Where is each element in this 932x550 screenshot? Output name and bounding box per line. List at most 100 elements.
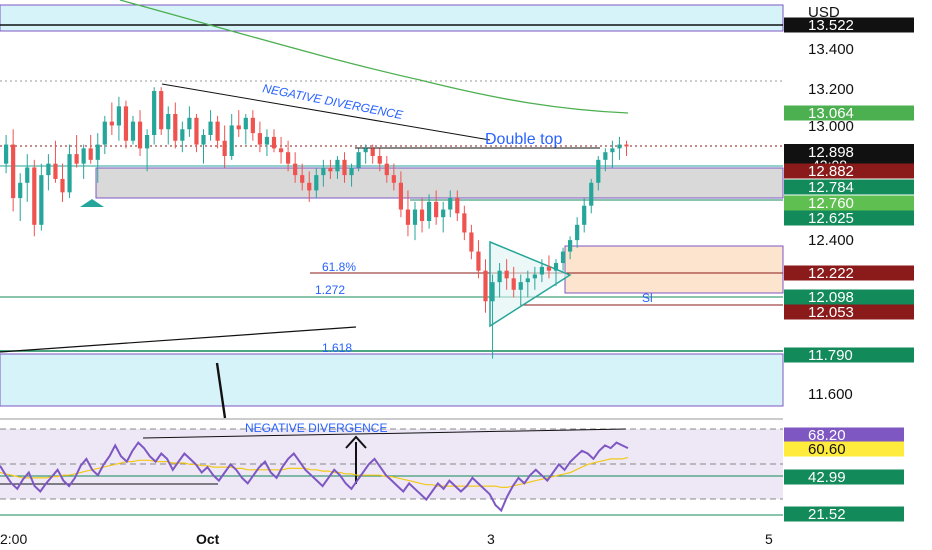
- price-tag-label: 12.098: [808, 289, 854, 306]
- candle-body: [455, 198, 460, 214]
- candle: [116, 96, 121, 141]
- candle-body: [568, 240, 573, 252]
- candle: [490, 274, 495, 359]
- candle-body: [130, 121, 136, 141]
- time-tick-3: 3: [487, 531, 495, 547]
- neg-div-label-price: NEGATIVE DIVERGENCE: [261, 81, 405, 122]
- candle: [286, 140, 291, 172]
- candle-body: [553, 263, 559, 271]
- candle-body: [166, 113, 171, 130]
- price-tag: 12.882: [784, 163, 914, 180]
- candle: [222, 125, 227, 168]
- candle: [152, 87, 157, 145]
- rsi-tag: 68.20: [784, 427, 904, 444]
- rsi-pane: NEGATIVE DIVERGENCE: [0, 421, 783, 516]
- candle: [173, 102, 178, 149]
- candle: [307, 171, 312, 202]
- candle-body: [469, 232, 474, 252]
- candle-body: [596, 159, 601, 183]
- candle-body: [81, 148, 86, 164]
- candle: [589, 178, 594, 214]
- candle-body: [293, 163, 298, 176]
- price-tag-bg: [784, 17, 914, 33]
- price-tag-bg: [784, 179, 914, 195]
- price-tag: 12.098: [784, 289, 914, 306]
- price-tag-label: 11.790: [808, 347, 853, 364]
- candle: [236, 110, 241, 137]
- candle-body: [349, 167, 354, 176]
- price-tag: 12.222: [784, 265, 914, 282]
- rsi-tag-bg: [784, 441, 904, 457]
- rsi-tag: 21.52: [784, 506, 904, 523]
- candle: [67, 144, 72, 199]
- candle-body: [412, 209, 418, 225]
- time-tick-1: 2:00: [0, 531, 27, 547]
- candle-body: [405, 209, 411, 225]
- price-tag-bg: [784, 163, 914, 179]
- candle: [370, 144, 375, 164]
- candle: [123, 100, 129, 149]
- candle: [180, 121, 185, 153]
- candle-body: [215, 121, 220, 141]
- candle-body: [582, 205, 587, 225]
- candle-body: [391, 175, 396, 183]
- candle-body: [441, 209, 446, 218]
- candle-body: [187, 117, 192, 130]
- candle: [243, 113, 248, 145]
- candle: [349, 163, 354, 187]
- candle: [208, 110, 213, 141]
- candle-body: [603, 152, 608, 160]
- candle-body: [116, 106, 121, 126]
- candle-body: [617, 144, 622, 149]
- candle-body: [356, 152, 361, 168]
- candle: [469, 224, 474, 260]
- candle: [575, 217, 580, 248]
- candle-body: [300, 175, 305, 183]
- candle: [328, 159, 333, 179]
- candle-body: [95, 144, 100, 160]
- candle: [166, 106, 171, 145]
- candle-body: [518, 282, 523, 290]
- candle: [412, 201, 418, 241]
- candle: [448, 190, 453, 218]
- candle: [560, 247, 566, 271]
- fib-618-label: 61.8%: [322, 260, 356, 274]
- candle: [419, 198, 425, 233]
- candle-body: [137, 121, 143, 149]
- candle-body: [504, 270, 509, 279]
- candle-body: [575, 224, 580, 241]
- neg-div-label-rsi: NEGATIVE DIVERGENCE: [245, 421, 387, 435]
- candle-body: [539, 266, 544, 275]
- candle: [250, 110, 255, 141]
- candle-body: [462, 213, 467, 233]
- candle: [356, 148, 361, 172]
- candle-body: [610, 148, 615, 153]
- triangle-pattern: [489, 240, 572, 328]
- supply-zone-top: [0, 4, 784, 32]
- orange-zone: [564, 245, 784, 294]
- candle-body: [11, 144, 16, 199]
- candle: [610, 140, 615, 168]
- price-tag: 12.760: [784, 195, 914, 212]
- price-tag-bg: [784, 347, 914, 363]
- candle: [264, 129, 270, 157]
- candle: [525, 270, 530, 298]
- candle: [518, 274, 523, 306]
- rsi-tag-label: 42.99: [808, 469, 846, 486]
- price-axis: USD 13.400 13.200 13.000 12.400 11.600 1…: [784, 4, 914, 523]
- candle: [102, 115, 107, 155]
- candle: [441, 201, 446, 233]
- candle-body: [363, 148, 368, 153]
- price-tag-bg: [784, 289, 914, 305]
- candle: [398, 171, 403, 218]
- candle-body: [173, 113, 178, 141]
- candle-body: [46, 163, 51, 176]
- arrow-up-marker: [80, 199, 104, 207]
- candle-body: [250, 117, 255, 134]
- candles-layer: [4, 87, 629, 359]
- candle-body: [532, 274, 537, 279]
- rsi-tag-bg: [784, 506, 904, 522]
- time-tick-2: Oct: [196, 531, 220, 547]
- tick-12400: 12.400: [808, 232, 854, 249]
